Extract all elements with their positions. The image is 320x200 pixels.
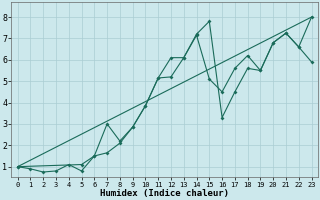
X-axis label: Humidex (Indice chaleur): Humidex (Indice chaleur): [100, 189, 229, 198]
